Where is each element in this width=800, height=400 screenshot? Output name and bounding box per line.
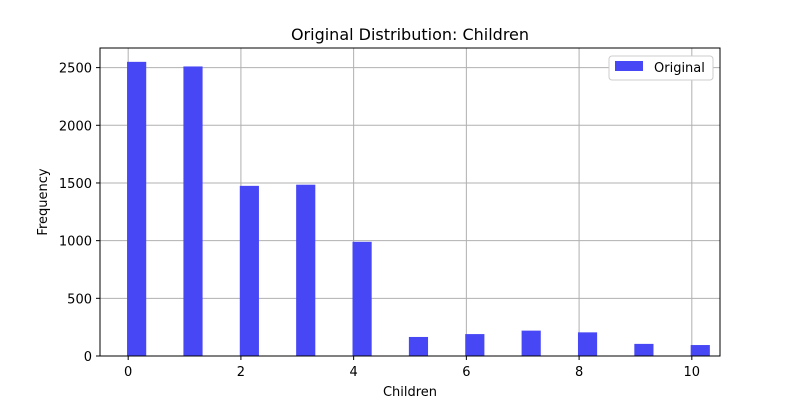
bar-children-10 (690, 345, 710, 356)
y-tick-label: 2500 (59, 62, 92, 77)
x-tick-label: 4 (349, 365, 357, 380)
bar-children-1 (183, 66, 203, 356)
y-tick-label: 2000 (59, 119, 92, 134)
chart-title: Original Distribution: Children (291, 25, 529, 44)
x-tick-label: 10 (684, 365, 701, 380)
y-tick-label: 0 (84, 350, 92, 365)
y-tick-label: 1000 (59, 235, 92, 250)
bar-children-5 (408, 336, 429, 356)
bar-children-7 (521, 330, 541, 356)
plot-frame (99, 47, 721, 357)
legend-swatch (615, 61, 643, 71)
bar-series (127, 61, 710, 356)
x-tick-label: 6 (462, 365, 470, 380)
bar-children-6 (465, 334, 485, 356)
legend: Original (608, 55, 714, 81)
legend-label: Original (654, 61, 705, 76)
x-tick-label: 8 (575, 365, 583, 380)
bar-children-4 (352, 241, 372, 356)
axis-ticks: 0 2 4 6 8 10 0 500 1000 1500 2000 2500 (59, 62, 700, 380)
bar-children-9 (634, 343, 654, 356)
bar-children-2 (239, 185, 259, 356)
x-axis-label: Children (383, 385, 437, 400)
y-tick-label: 1500 (59, 177, 92, 192)
x-tick-label: 0 (124, 365, 132, 380)
y-axis-label: Frequency (36, 168, 51, 235)
bar-children-8 (577, 332, 598, 356)
bar-children-0 (127, 61, 147, 356)
y-tick-label: 500 (67, 292, 92, 307)
bar-children-3 (296, 184, 316, 356)
x-tick-label: 2 (237, 365, 245, 380)
